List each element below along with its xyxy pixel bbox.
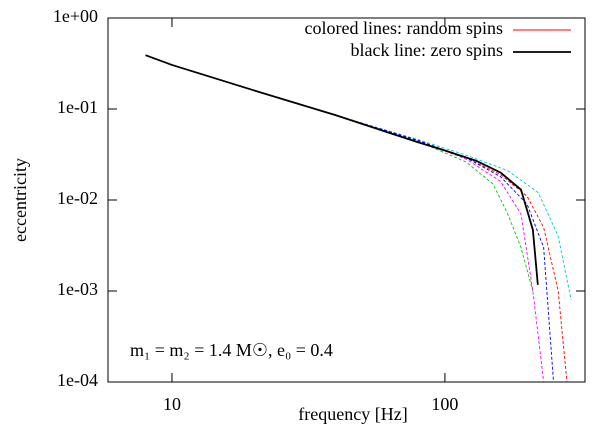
legend-label: black line: zero spins	[351, 40, 503, 60]
y-axis-label: eccentricity	[10, 158, 30, 242]
x-tick-label: 10	[163, 394, 181, 414]
x-axis-label: frequency [Hz]	[298, 404, 407, 424]
data-line	[336, 114, 572, 300]
x-tick-label: 100	[431, 394, 458, 414]
y-tick-label: 1e-02	[57, 188, 98, 208]
y-tick-label: 1e-03	[57, 279, 98, 299]
y-tick-label: 1e-04	[57, 370, 98, 390]
annotation: m₁ = m₂ = 1.4 M☉, e₀ = 0.4	[130, 340, 333, 360]
data-line	[145, 54, 539, 285]
plot-frame	[107, 17, 586, 383]
data-line	[336, 114, 545, 383]
y-tick-label: 1e-01	[57, 97, 98, 117]
y-tick-label: 1e+00	[53, 6, 98, 26]
legend-label: colored lines: random spins	[305, 18, 503, 38]
data-line	[336, 114, 534, 292]
data-line	[336, 114, 554, 383]
data-line	[336, 114, 568, 383]
